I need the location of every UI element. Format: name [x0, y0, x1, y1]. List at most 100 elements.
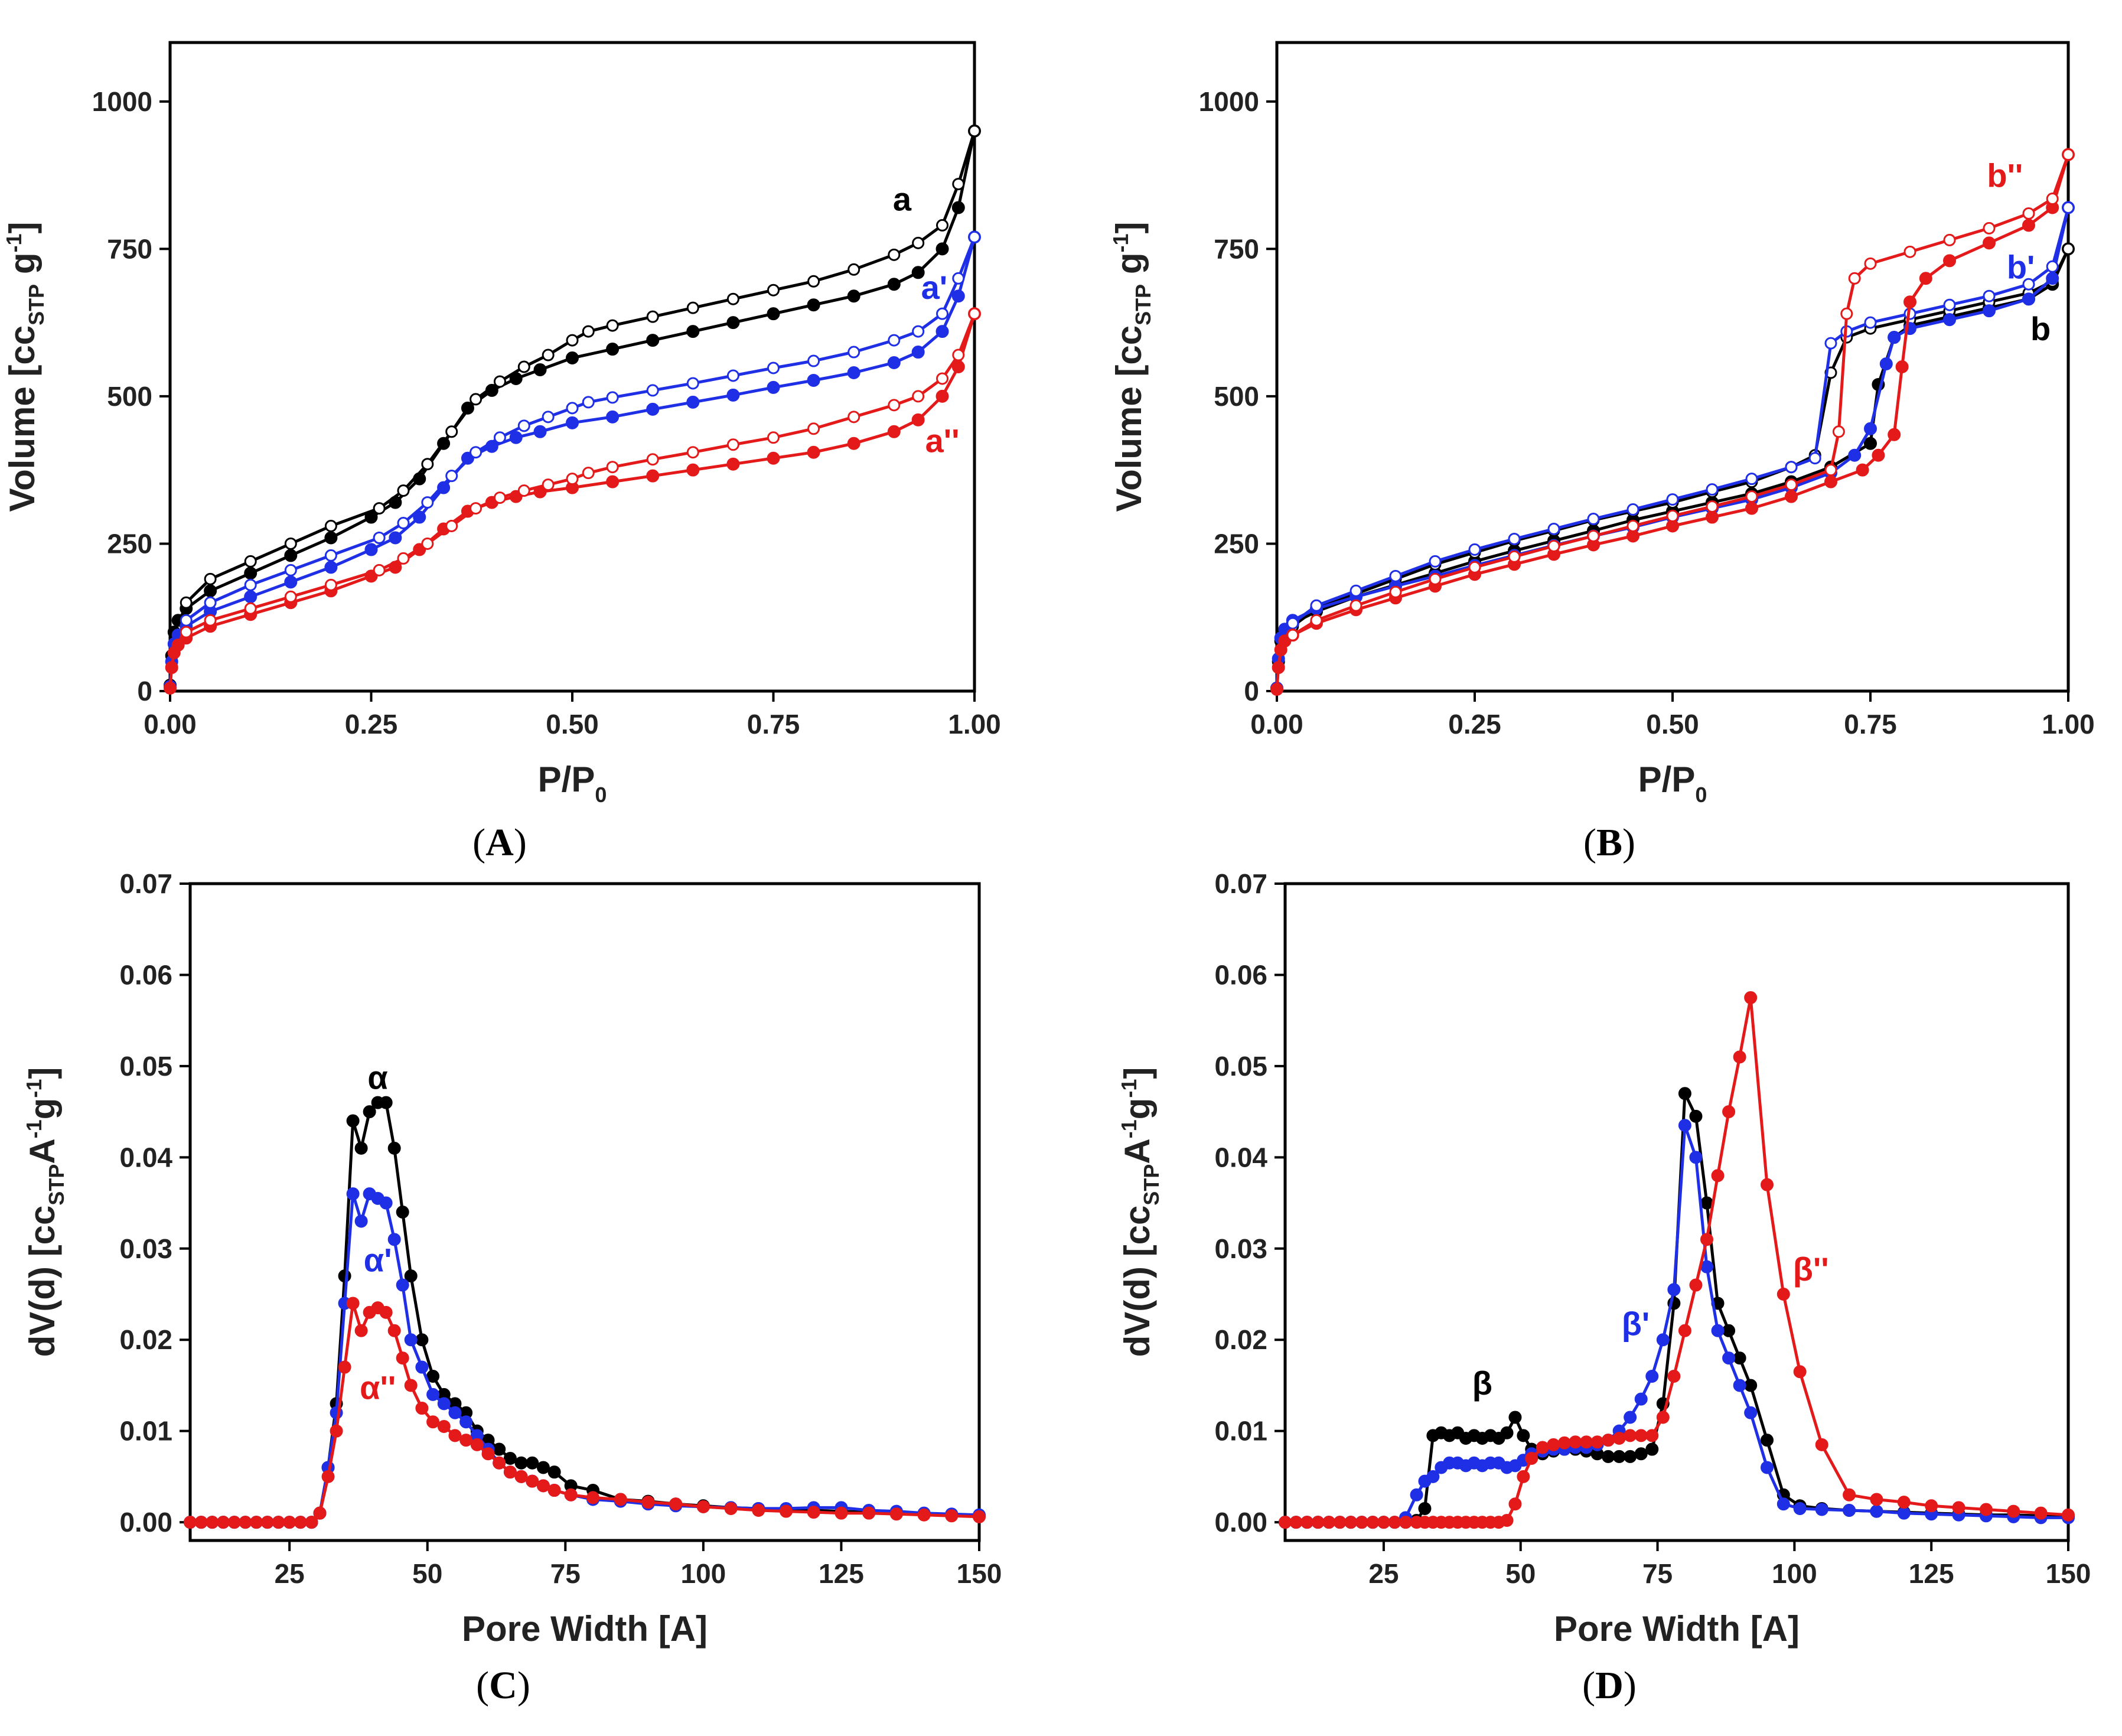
data-point-a-a-desorption	[180, 614, 193, 627]
data-point-a-a-adsorption	[646, 469, 660, 483]
data-point-c--	[338, 1269, 351, 1283]
data-point-b-b-desorption	[1286, 628, 1299, 641]
data-point-b-b-adsorption	[1864, 422, 1877, 435]
data-point-b-b-desorption	[1310, 614, 1323, 627]
data-point-b-b-desorption	[2046, 193, 2059, 206]
data-point-a-a-adsorption	[364, 543, 378, 556]
data-point-d--	[1793, 1502, 1807, 1515]
data-point-a-a-adsorption	[284, 549, 298, 562]
data-point-c--	[493, 1442, 506, 1456]
data-point-c--	[313, 1506, 327, 1520]
data-point-d--	[1525, 1452, 1538, 1465]
data-point-d--	[1624, 1411, 1637, 1424]
data-point-a-a-adsorption	[807, 445, 820, 459]
data-point-b-b-desorption	[1943, 233, 1956, 246]
data-point-a-a-desorption	[373, 564, 386, 577]
data-point-a-a-adsorption	[686, 463, 700, 477]
data-point-d--	[1777, 1288, 1790, 1301]
x-tick-label-d-1: 50	[1505, 1558, 1536, 1589]
series-label-a-0: a	[893, 180, 912, 217]
panel-label-open: (	[1582, 1664, 1595, 1707]
data-point-d--	[1733, 1050, 1746, 1064]
data-point-d--	[1634, 1392, 1648, 1406]
y-axis-label-b: Volume [ccSTP g-1]	[1109, 222, 1155, 512]
data-point-c--	[481, 1447, 495, 1461]
series-label-b-0: b''	[1987, 157, 2023, 194]
data-point-d--	[1418, 1502, 1432, 1515]
data-point-a-a-desorption	[936, 372, 949, 385]
data-point-d--	[1547, 1438, 1560, 1451]
data-point-b-b-adsorption	[1872, 448, 1885, 462]
plot-frame-c	[188, 882, 981, 1542]
x-axis-label-text: Pore Width [A]	[462, 1609, 708, 1649]
x-tick-label-c-5: 150	[957, 1558, 1002, 1589]
data-point-c--	[917, 1508, 931, 1522]
data-point-d--	[1602, 1450, 1615, 1463]
data-point-a-a-adsorption	[533, 425, 547, 438]
data-point-d--	[1761, 1178, 1774, 1191]
data-point-a-a-adsorption	[646, 334, 660, 347]
y-axis-label-text: dV(d) [cc	[1117, 1206, 1157, 1357]
data-point-b-b-adsorption	[1785, 490, 1798, 503]
data-point-d--	[1843, 1504, 1856, 1517]
data-point-a-a-adsorption	[935, 325, 949, 338]
data-point-a-a-adsorption	[807, 298, 820, 312]
data-point-c--	[547, 1465, 561, 1479]
series-line-c--	[190, 1101, 980, 1524]
data-point-c--	[526, 1474, 539, 1488]
data-point-a-a-desorption	[421, 458, 434, 471]
series-label-c-1: α'	[364, 1241, 392, 1278]
data-point-c--	[354, 1324, 368, 1337]
data-point-b-b-adsorption	[2046, 272, 2059, 285]
data-point-c--	[217, 1516, 230, 1529]
data-point-d--	[1689, 1278, 1703, 1292]
data-point-a-a-desorption	[726, 438, 739, 451]
data-point-c--	[379, 1196, 393, 1210]
data-point-d--	[1333, 1516, 1347, 1529]
data-point-d--	[1500, 1514, 1514, 1527]
x-tick-label-b-3: 0.75	[1844, 709, 1897, 740]
data-point-a-a-desorption	[421, 537, 434, 550]
data-point-d--	[1979, 1503, 1993, 1516]
data-point-a-a-desorption	[566, 402, 579, 415]
y-tick-label-b-2: 500	[1214, 381, 1259, 412]
data-point-a-a-desorption	[646, 310, 659, 323]
y-axis-label-text: Volume [cc	[1109, 325, 1149, 512]
data-point-a-a-adsorption	[606, 410, 620, 424]
data-point-b-b-adsorption	[1943, 254, 1956, 268]
y-axis-label-superscript-2: -1	[1117, 1079, 1141, 1098]
data-point-a-a-desorption	[767, 431, 780, 444]
data-point-a-a-adsorption	[566, 351, 579, 365]
data-point-a-a-desorption	[807, 422, 820, 435]
series-label-b-2: b	[2030, 310, 2051, 347]
y-tick-label-a-2: 500	[107, 381, 152, 412]
data-point-d--	[1656, 1333, 1670, 1347]
data-point-a-a-desorption	[204, 614, 217, 627]
data-point-a-a-desorption	[582, 467, 595, 480]
data-point-a-a-desorption	[373, 502, 386, 515]
data-point-a-a-adsorption	[509, 431, 523, 444]
data-point-b-b-desorption	[1864, 257, 1877, 270]
data-point-b-b-adsorption	[1888, 428, 1901, 441]
data-point-a-a-desorption	[912, 390, 925, 403]
data-point-a-a-adsorption	[437, 481, 451, 494]
series-label-a-2: a''	[925, 422, 960, 460]
data-point-b-b-adsorption	[1943, 313, 1956, 327]
data-point-a-a-desorption	[324, 549, 337, 562]
data-point-a-a-desorption	[542, 348, 555, 361]
data-point-b-b-adsorption	[1745, 501, 1758, 515]
data-point-d--	[1536, 1441, 1549, 1454]
data-point-c--	[536, 1461, 550, 1474]
panel-c-pore-distribution: 25 50 75 100 125 150 0.00 0.01 0.02 0.03 0.04 0.05 0…	[22, 868, 1002, 1707]
y-tick-label-c-0: 0.00	[119, 1507, 172, 1538]
data-point-a-a-desorption	[445, 520, 458, 533]
data-point-b-b-desorption	[2062, 242, 2075, 255]
y-tick-label-d-2: 0.02	[1214, 1324, 1267, 1355]
data-point-b-b-desorption	[1785, 461, 1798, 474]
data-point-c--	[669, 1497, 683, 1511]
data-point-a-a-desorption	[952, 348, 965, 361]
series-label-d-1: β'	[1622, 1305, 1650, 1343]
data-point-a-a-adsorption	[911, 413, 925, 426]
data-point-c--	[321, 1470, 335, 1483]
y-tick-label-d-4: 0.04	[1214, 1142, 1267, 1172]
